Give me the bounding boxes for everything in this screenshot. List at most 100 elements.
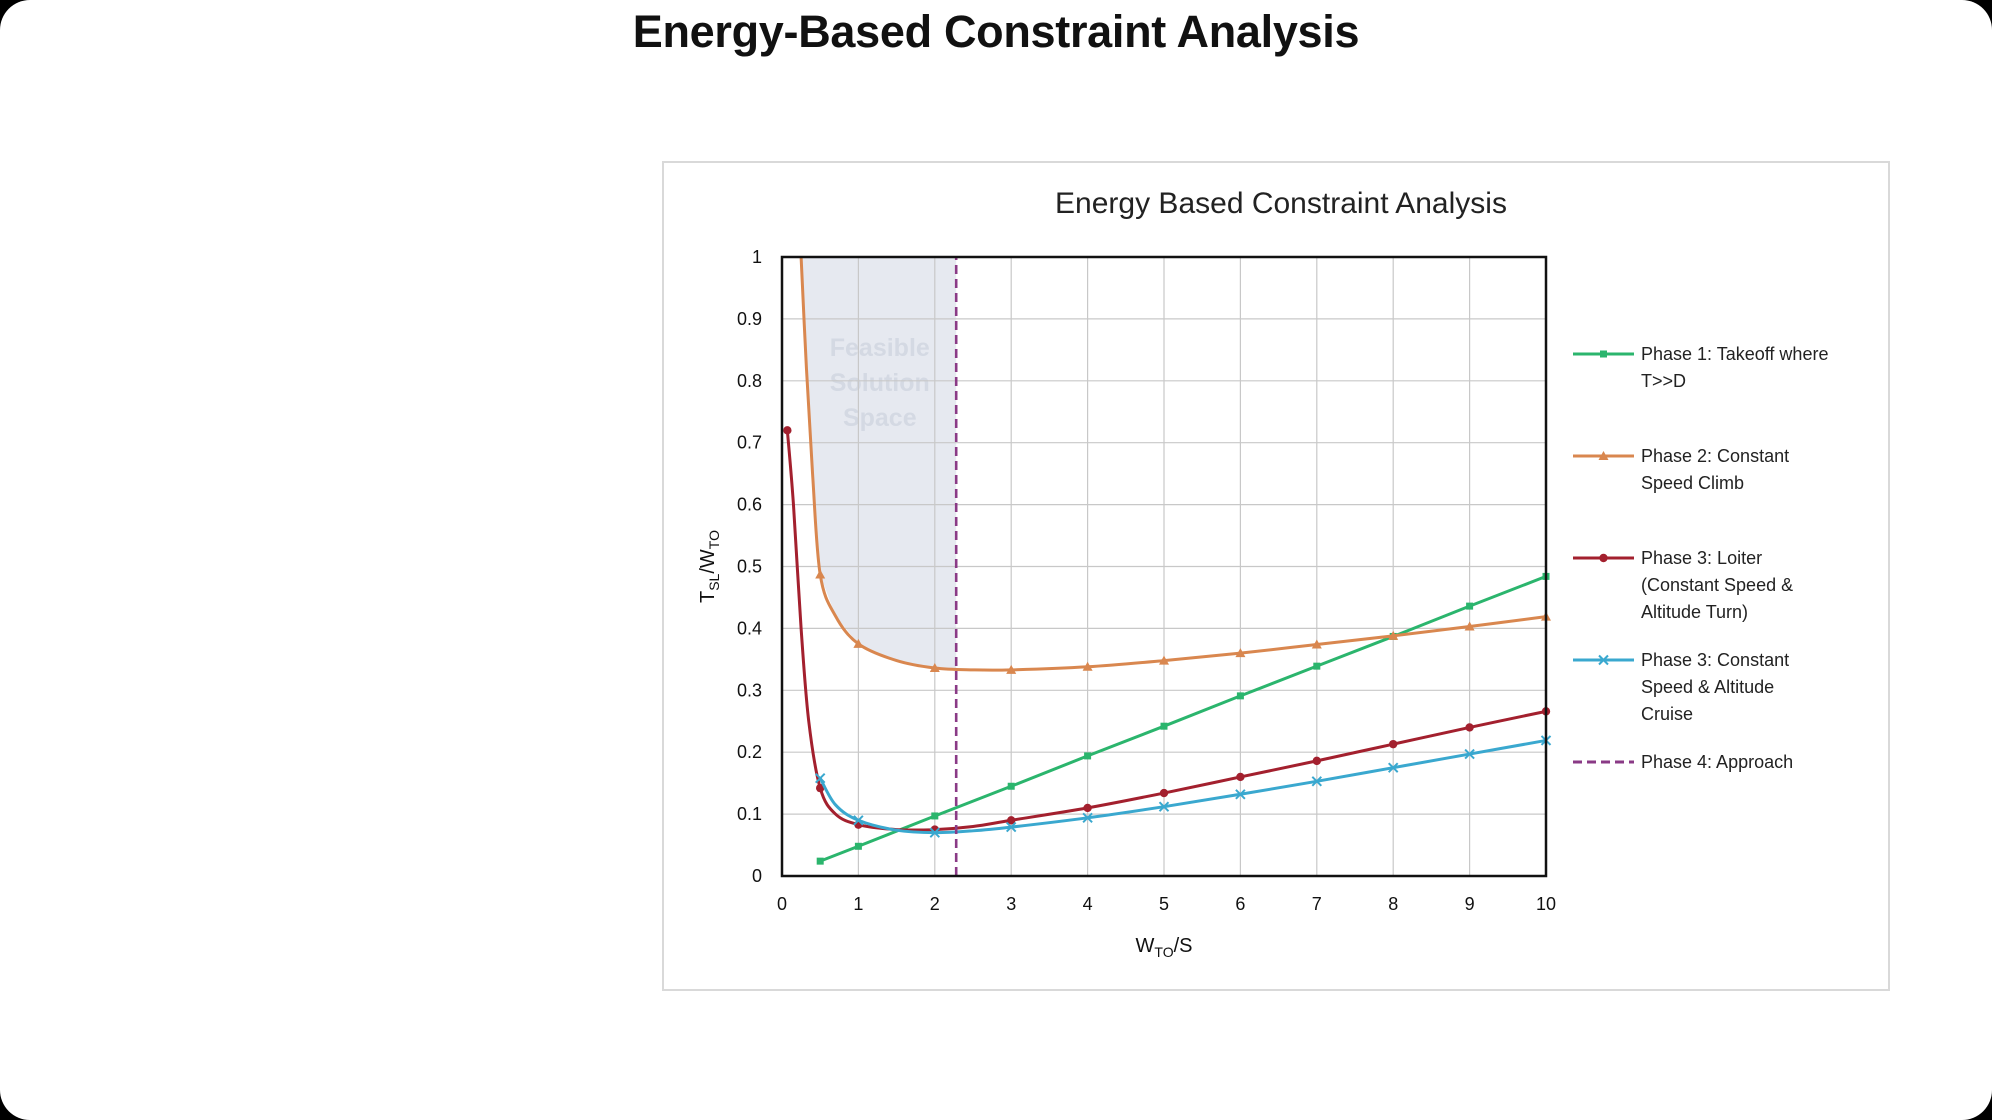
y-tick-label: 0.3 (737, 680, 762, 700)
x-tick-label: 2 (930, 894, 940, 914)
series-marker-4-stroke (1082, 812, 1093, 824)
y-axis-label-sub: TO (706, 530, 722, 549)
series-marker-4-stroke (814, 772, 826, 784)
legend-swatch-marker (1598, 451, 1609, 460)
series-marker-4 (814, 772, 826, 784)
series-marker-1 (1313, 662, 1321, 670)
legend-label: T>>D (1641, 371, 1686, 391)
series-marker-4-stroke (1311, 776, 1323, 787)
x-axis-label-main: W (1136, 935, 1155, 957)
series-marker-2 (929, 663, 940, 673)
y-tick-label: 0.4 (737, 618, 762, 638)
series-marker-4 (853, 815, 864, 826)
x-tick-label: 10 (1536, 894, 1556, 914)
series-marker-1 (816, 857, 824, 865)
legend-label: (Constant Speed & (1641, 575, 1793, 595)
series-marker-3 (783, 426, 792, 435)
series-marker-3 (1007, 816, 1016, 825)
series-marker-3 (1312, 756, 1321, 766)
y-tick-label: 0.8 (737, 371, 762, 391)
series-marker-2 (853, 638, 864, 648)
legend-label: Phase 3: Constant (1641, 650, 1789, 670)
series-marker-4-stroke (1005, 821, 1017, 833)
legend-swatch-marker (1599, 553, 1608, 563)
series-marker-4 (1464, 748, 1475, 760)
series-marker-3 (816, 783, 825, 793)
series-marker-1 (1084, 752, 1092, 760)
series-marker-2 (1388, 630, 1399, 640)
series-marker-3 (1465, 723, 1474, 732)
axes: 0 1 2 3 4 5 6 7 8 9 10 0 0.1 0.2 0.3 0.4 0.5 0.6 0.7 0.8 0.9… (697, 247, 1556, 960)
x-tick-label: 8 (1388, 894, 1398, 914)
legend-label: Phase 1: Takeoff where (1641, 344, 1828, 364)
legend-label: Phase 3: Loiter (1641, 548, 1762, 568)
x-tick-label: 5 (1159, 894, 1169, 914)
y-tick-label: 0.1 (737, 804, 762, 824)
legend-label: Speed Climb (1641, 473, 1744, 493)
series-marker-2 (1235, 648, 1246, 658)
legend-label: Phase 4: Approach (1641, 752, 1793, 772)
y-tick-label: 0.5 (737, 557, 762, 577)
series-marker-4-stroke (1158, 801, 1170, 812)
series-marker-4 (1005, 821, 1017, 833)
series-marker-3 (1159, 788, 1169, 798)
legend-entry-3: Phase 3: Loiter (Constant Speed & Altitude… (1573, 548, 1793, 622)
series-marker-4 (1235, 789, 1246, 800)
series-marker-2 (1311, 639, 1322, 649)
legend-label: Cruise (1641, 704, 1693, 724)
series-marker-4 (1387, 762, 1399, 773)
x-tick-label: 1 (853, 894, 863, 914)
x-axis-label-tail: /S (1174, 935, 1193, 957)
legend-swatch-marker-stroke (1598, 654, 1609, 666)
series-marker-4 (1311, 776, 1323, 787)
x-tick-label: 9 (1465, 894, 1475, 914)
legend-swatch-marker (1600, 350, 1607, 358)
y-tick-label: 0.7 (737, 433, 762, 453)
series-marker-1 (1007, 782, 1015, 790)
series-marker-3 (1236, 772, 1245, 782)
legend: Phase 1: Takeoff where T>>D Phase 2: Const… (1573, 344, 1828, 772)
chart-frame: Energy Based Constraint Analysis Feasibl… (662, 161, 1890, 991)
legend-entry-5: Phase 4: Approach (1573, 752, 1793, 772)
series-marker-4-stroke (853, 815, 864, 826)
y-axis-label-mid: /W (697, 549, 719, 574)
legend-entry-4: Phase 3: Constant Speed & Altitude Cruise (1573, 650, 1789, 724)
series-marker-4-stroke (1464, 748, 1475, 760)
series-marker-1 (1160, 722, 1168, 730)
series-line-2 (799, 256, 1547, 672)
series-marker-2 (1082, 661, 1093, 671)
x-axis-label-sub: TO (1154, 944, 1173, 960)
x-tick-label: 3 (1006, 894, 1016, 914)
series-marker-1 (931, 812, 939, 820)
legend-label: Phase 2: Constant (1641, 446, 1789, 466)
series-marker-4 (929, 827, 941, 838)
series-marker-2 (1006, 664, 1017, 674)
plot-border (780, 255, 1548, 878)
legend-entry-1: Phase 1: Takeoff where T>>D (1573, 344, 1828, 391)
series-marker-1 (854, 842, 862, 850)
x-tick-label: 6 (1235, 894, 1245, 914)
y-tick-label: 0.2 (737, 742, 762, 762)
slide-title: Energy-Based Constraint Analysis (632, 6, 1360, 57)
series-marker-4-stroke (1235, 789, 1246, 800)
feasible-region-label: Space (843, 404, 917, 432)
series-marker-1 (1466, 602, 1474, 610)
y-axis-label: TSL/WTO (697, 530, 722, 603)
feasible-region-label: Feasible (830, 334, 930, 362)
x-axis-label: WTO/S (1136, 935, 1193, 960)
series-marker-2 (815, 569, 826, 579)
legend-swatch-marker (1598, 654, 1609, 666)
series-marker-4 (1082, 812, 1093, 824)
series-marker-4-stroke (1387, 762, 1399, 773)
chart-svg: Energy Based Constraint Analysis Feasibl… (697, 187, 1828, 960)
legend-label: Speed & Altitude (1641, 677, 1774, 697)
chart-title: Energy Based Constraint Analysis (1055, 187, 1507, 220)
legend-entry-2: Phase 2: Constant Speed Climb (1573, 446, 1789, 493)
x-tick-label: 4 (1083, 894, 1093, 914)
y-axis-label-sub: SL (706, 573, 722, 590)
series-marker-2 (1464, 621, 1475, 631)
y-tick-label: 0.6 (737, 495, 762, 515)
x-tick-label: 0 (777, 894, 787, 914)
series-marker-3 (1083, 803, 1092, 813)
